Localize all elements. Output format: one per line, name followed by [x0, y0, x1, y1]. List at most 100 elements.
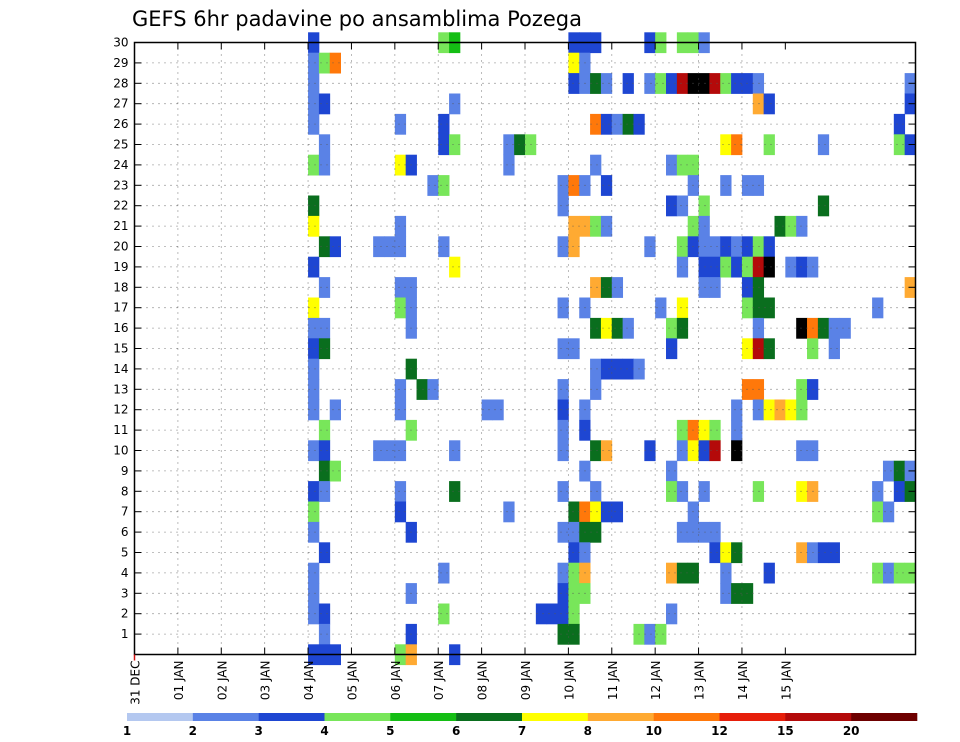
heatmap-cell [568, 236, 580, 258]
heatmap-cell [318, 542, 331, 564]
y-tick-label: 19 [113, 260, 128, 274]
heatmap-cell [449, 481, 461, 502]
x-tick-label: 03 JAN [259, 661, 273, 701]
heatmap-cell [763, 297, 775, 319]
heatmap-cell [666, 562, 678, 584]
heatmap-cell [893, 113, 906, 135]
y-tick-label: 24 [113, 158, 128, 172]
heatmap-cell [600, 358, 613, 380]
y-tick-label: 12 [113, 403, 128, 417]
heatmap-cell [828, 317, 840, 339]
heatmap-cell [796, 481, 808, 502]
heatmap-cell [308, 603, 320, 625]
heatmap-cell [731, 236, 743, 258]
colorbar-swatch [522, 713, 589, 721]
heatmap-cell [752, 277, 765, 298]
colorbar-label: 15 [777, 724, 794, 738]
heatmap-cell [720, 542, 732, 564]
heatmap-cell [611, 277, 624, 298]
heatmap-cell [828, 542, 840, 564]
y-tick-label: 26 [113, 117, 128, 131]
colorbar-swatch [653, 713, 720, 721]
heatmap-cell [709, 277, 721, 298]
heatmap-cell [318, 134, 331, 156]
y-tick-label: 17 [113, 301, 128, 315]
colorbar-label: 4 [320, 724, 328, 738]
colorbar-swatch [127, 713, 194, 721]
heatmap-cell [752, 297, 765, 319]
heatmap-cell [503, 154, 515, 176]
heatmap-cell [308, 215, 320, 237]
heatmap-cell [600, 73, 613, 94]
heatmap-cell [394, 154, 407, 176]
heatmap-cell [308, 73, 320, 94]
heatmap-cell [817, 542, 830, 564]
x-tick-label: 14 JAN [736, 661, 750, 701]
colorbar-swatch [456, 713, 523, 721]
heatmap-cell [698, 236, 710, 258]
heatmap-cell [666, 338, 678, 360]
heatmap-cell [817, 195, 830, 217]
heatmap-cell [373, 440, 385, 462]
heatmap-cell [427, 175, 439, 196]
heatmap-cell [709, 440, 721, 462]
heatmap-cell [590, 113, 602, 135]
heatmap-cell [666, 603, 678, 625]
heatmap-cell [308, 93, 320, 115]
heatmap-cell [308, 583, 320, 604]
heatmap-cell [394, 440, 407, 462]
heatmap-cell [438, 603, 450, 625]
heatmap-cell [882, 460, 895, 482]
heatmap-cell [557, 195, 569, 217]
heatmap-cell [557, 297, 569, 319]
heatmap-cell [666, 317, 678, 339]
y-tick-label: 20 [113, 240, 128, 254]
heatmap-cell [590, 215, 602, 237]
heatmap-cell [666, 73, 678, 94]
heatmap-cell [394, 277, 407, 298]
heatmap-cell [698, 256, 710, 278]
heatmap-cell [568, 215, 580, 237]
heatmap-cell [720, 583, 732, 604]
heatmap-cell [676, 481, 689, 502]
heatmap-cell [893, 562, 906, 584]
heatmap-cell [590, 358, 602, 380]
heatmap-cell [557, 419, 569, 441]
colorbar-swatch [390, 713, 457, 721]
heatmap-cell [449, 440, 461, 462]
heatmap-cell [785, 256, 797, 278]
heatmap-cell [394, 236, 407, 258]
heatmap-cell [600, 215, 613, 237]
heatmap-cell [557, 521, 569, 543]
y-axis: 1234567891011121314151617181920212223242… [113, 36, 916, 641]
heatmap-cell [611, 317, 624, 339]
heatmap-cell [666, 481, 678, 502]
heatmap-cell [329, 236, 341, 258]
heatmap-cell [774, 399, 786, 421]
heatmap-cell [676, 521, 689, 543]
heatmap-cell [503, 134, 515, 156]
heatmap-cell [308, 481, 320, 502]
heatmap-cell [308, 256, 320, 278]
heatmap-cell [741, 297, 754, 319]
heatmap-cell [741, 338, 754, 360]
x-tick-label: 08 JAN [476, 661, 490, 701]
heatmap-cell [546, 603, 558, 625]
heatmap-cell [557, 583, 569, 604]
heatmap-cell [318, 603, 331, 625]
heatmap-cell [329, 52, 341, 74]
heatmap-cell [644, 440, 656, 462]
heatmap-cell [394, 501, 407, 523]
heatmap-cell [416, 379, 428, 400]
heatmap-cell [709, 236, 721, 258]
y-tick-label: 7 [121, 505, 129, 519]
heatmap-cell [590, 440, 602, 462]
heatmap-cell [568, 562, 580, 584]
heatmap-cell [676, 562, 689, 584]
heatmap-cell [752, 73, 765, 94]
heatmap-cell [796, 399, 808, 421]
heatmap-cell [329, 399, 341, 421]
heatmap-cell [720, 175, 732, 196]
heatmap-cell [308, 358, 320, 380]
heatmap-cell [655, 297, 667, 319]
